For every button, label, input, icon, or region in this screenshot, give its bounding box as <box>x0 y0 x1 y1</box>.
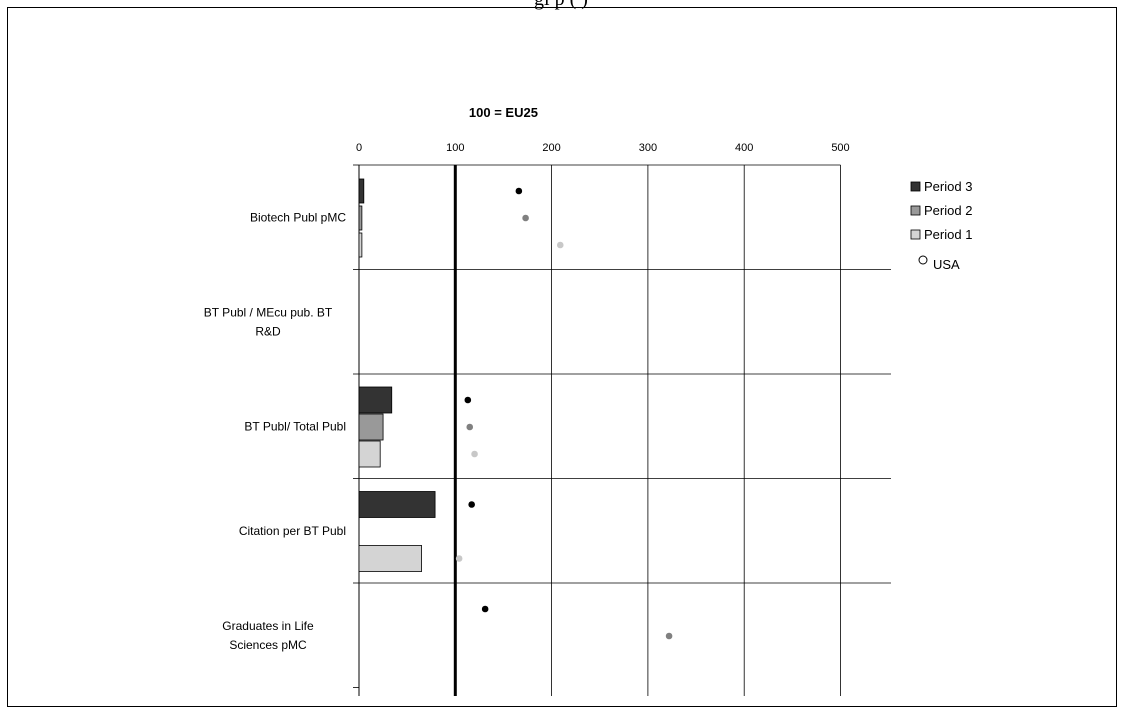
bar-layer <box>358 178 436 572</box>
category-label: BT Publ / MEcu pub. BT <box>204 305 333 319</box>
legend-usa-icon <box>918 255 928 265</box>
usa-marker-period-1 <box>471 450 478 458</box>
legend-swatch-period-3 <box>910 181 921 192</box>
usa-marker-period-2 <box>522 214 529 222</box>
bar-period-1 <box>358 440 381 468</box>
usa-marker-period-3 <box>515 187 523 195</box>
chart-title: 100 = EU25 <box>469 105 538 120</box>
x-tick-label-500: 500 <box>831 142 849 154</box>
chart-frame: 100 = EU25 0 100 200 300 400 500 Biotech Publ p… <box>7 7 1117 707</box>
bar-period-3 <box>358 491 436 518</box>
usa-marker-period-1 <box>455 555 463 562</box>
category-label: R&D <box>255 324 281 338</box>
usa-marker-layer <box>455 187 673 640</box>
legend-label-period-2: Period 2 <box>924 203 972 218</box>
bar-period-3 <box>358 386 393 414</box>
bar-period-2 <box>358 205 363 231</box>
x-tick-label-400: 400 <box>735 142 753 154</box>
x-tick-label-0: 0 <box>356 142 362 154</box>
category-label: BT Publ/ Total Publ <box>244 419 346 433</box>
usa-marker-period-3 <box>468 501 475 508</box>
usa-marker-period-2 <box>665 632 673 640</box>
category-label: Sciences pMC <box>229 638 307 652</box>
x-tick-label-100: 100 <box>446 142 464 154</box>
usa-marker-period-1 <box>556 241 564 249</box>
horizontal-bar-chart: 100 = EU25 0 100 200 300 400 500 Biotech Publ p… <box>204 105 972 696</box>
x-tick-label-200: 200 <box>542 142 560 154</box>
bar-period-2 <box>358 413 384 441</box>
legend: Period 3 Period 2 Period 1 USA <box>910 179 972 272</box>
legend-label-usa: USA <box>933 257 960 272</box>
x-tick-label-300: 300 <box>639 142 657 154</box>
bar-period-1 <box>358 232 363 258</box>
category-label: Biotech Publ pMC <box>250 210 346 224</box>
legend-swatch-period-2 <box>910 205 921 216</box>
bar-period-1 <box>358 545 422 572</box>
legend-swatch-period-1 <box>910 229 921 240</box>
usa-marker-period-3 <box>481 605 489 613</box>
category-label: Citation per BT Publ <box>239 524 346 538</box>
legend-label-period-3: Period 3 <box>924 179 972 194</box>
bar-period-3 <box>358 178 365 204</box>
legend-label-period-1: Period 1 <box>924 227 972 242</box>
usa-marker-period-2 <box>466 423 474 431</box>
page-title: gi p ( ) <box>0 0 1122 11</box>
grid-layer <box>353 164 891 696</box>
category-label: Graduates in Life <box>222 619 314 633</box>
label-layer: 100 = EU25 0 100 200 300 400 500 Biotech Publ p… <box>204 105 850 652</box>
usa-marker-period-3 <box>464 396 472 404</box>
